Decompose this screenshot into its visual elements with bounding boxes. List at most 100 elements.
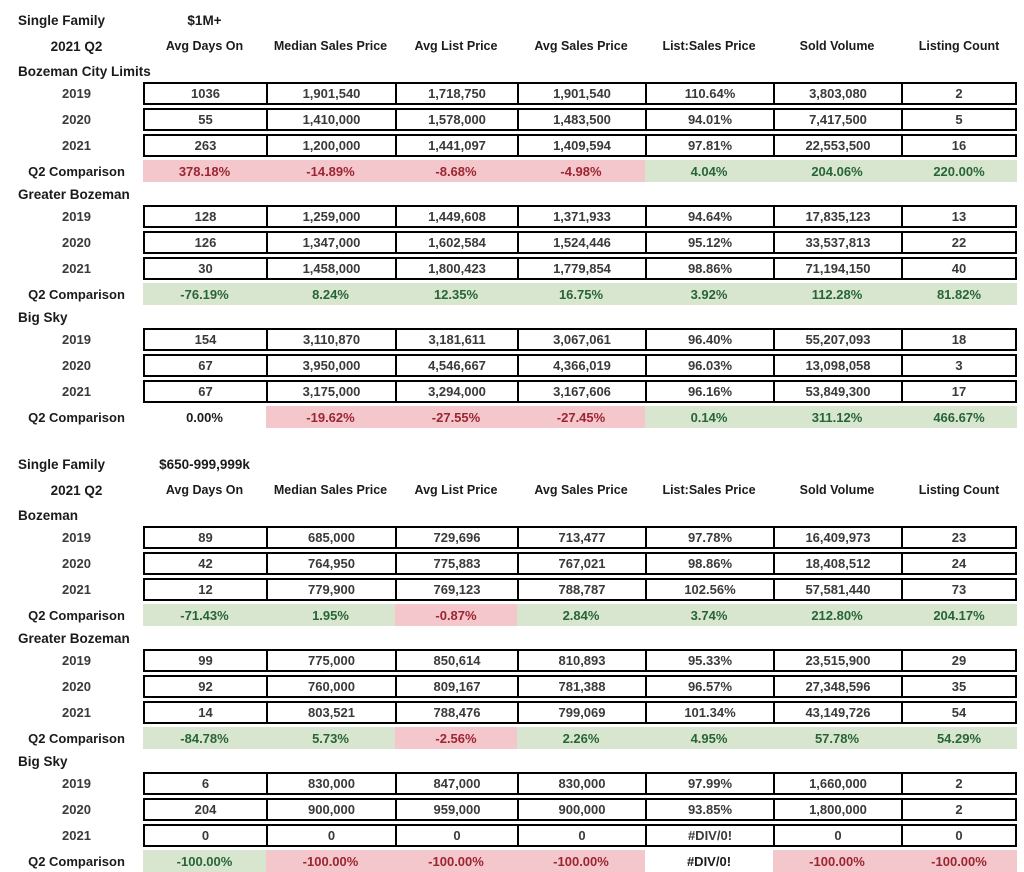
comparison-row: Q2 Comparison 378.18% -14.89% -8.68% -4.98% 4… bbox=[10, 160, 1017, 182]
value-cell: 3,175,000 bbox=[266, 380, 395, 403]
value-cell: 1,901,540 bbox=[266, 82, 395, 105]
column-header: Sold Volume bbox=[799, 483, 875, 498]
value-cell: 775,000 bbox=[266, 649, 395, 672]
comparison-row: Q2 Comparison 0.00% -19.62% -27.55% -27.45% 0… bbox=[10, 406, 1017, 428]
value-cell: 102.56% bbox=[645, 578, 773, 601]
value-cell: 847,000 bbox=[395, 772, 517, 795]
section-title: Big Sky bbox=[18, 310, 68, 325]
column-header: Listing Count bbox=[918, 39, 1000, 54]
year-row: 2020 42 764,950 775,883 767,021 98.86% 18,408,… bbox=[10, 552, 1017, 575]
comparison-label: Q2 Comparison bbox=[28, 163, 125, 179]
value-cell: 788,476 bbox=[395, 701, 517, 724]
section-title: Greater Bozeman bbox=[18, 187, 130, 202]
column-header: Listing Count bbox=[918, 483, 1000, 498]
value-cell: 809,167 bbox=[395, 675, 517, 698]
year-label: 2020 bbox=[62, 235, 91, 250]
comparison-cell: 311.12% bbox=[773, 406, 901, 428]
comparison-cell: 16.75% bbox=[517, 283, 645, 305]
value-cell: 3,110,870 bbox=[266, 328, 395, 351]
value-cell: 22,553,500 bbox=[773, 134, 901, 157]
value-cell: 204 bbox=[143, 798, 266, 821]
year-label: 2020 bbox=[62, 112, 91, 127]
value-cell: 97.78% bbox=[645, 526, 773, 549]
section-title: Bozeman City Limits bbox=[18, 64, 151, 79]
value-cell: 30 bbox=[143, 257, 266, 280]
comparison-label: Q2 Comparison bbox=[28, 286, 125, 302]
value-cell: 767,021 bbox=[517, 552, 645, 575]
column-header: Sold Volume bbox=[799, 39, 875, 54]
value-cell: 67 bbox=[143, 354, 266, 377]
value-cell: 0 bbox=[395, 824, 517, 847]
value-cell: 685,000 bbox=[266, 526, 395, 549]
value-cell: 781,388 bbox=[517, 675, 645, 698]
year-label: 2019 bbox=[62, 653, 91, 668]
year-label: 2020 bbox=[62, 679, 91, 694]
value-cell: 3,950,000 bbox=[266, 354, 395, 377]
value-cell: 17 bbox=[901, 380, 1017, 403]
value-cell: 900,000 bbox=[517, 798, 645, 821]
comparison-row: Q2 Comparison -100.00% -100.00% -100.00% -10… bbox=[10, 850, 1017, 872]
comparison-cell: -71.43% bbox=[143, 604, 266, 626]
value-cell: 1,409,594 bbox=[517, 134, 645, 157]
column-header: Avg List Price bbox=[414, 39, 498, 54]
value-cell: 799,069 bbox=[517, 701, 645, 724]
value-cell: 1,800,423 bbox=[395, 257, 517, 280]
column-header: Median Sales Price bbox=[273, 483, 388, 498]
year-row: 2021 12 779,900 769,123 788,787 102.56% 57,581… bbox=[10, 578, 1017, 601]
value-cell: 14 bbox=[143, 701, 266, 724]
value-cell: 18 bbox=[901, 328, 1017, 351]
value-cell: 1,660,000 bbox=[773, 772, 901, 795]
value-cell: 55,207,093 bbox=[773, 328, 901, 351]
value-cell: 1,524,446 bbox=[517, 231, 645, 254]
year-label: 2021 bbox=[62, 384, 91, 399]
block-header-row: Single Family $1M+ bbox=[10, 8, 1017, 33]
year-row: 2019 1036 1,901,540 1,718,750 1,901,540 110.6… bbox=[10, 82, 1017, 105]
year-row: 2021 0 0 0 0 #DIV/0! 0 0 bbox=[10, 824, 1017, 847]
value-cell: 23,515,900 bbox=[773, 649, 901, 672]
comparison-cell: -27.45% bbox=[517, 406, 645, 428]
year-row: 2021 67 3,175,000 3,294,000 3,167,606 96.16% 5… bbox=[10, 380, 1017, 403]
comparison-cell: -100.00% bbox=[395, 850, 517, 872]
value-cell: 154 bbox=[143, 328, 266, 351]
value-cell: 1,483,500 bbox=[517, 108, 645, 131]
value-cell: 830,000 bbox=[517, 772, 645, 795]
value-cell: 5 bbox=[901, 108, 1017, 131]
year-label: 2021 bbox=[62, 828, 91, 843]
value-cell: 3,803,080 bbox=[773, 82, 901, 105]
value-cell: 40 bbox=[901, 257, 1017, 280]
value-cell: 779,900 bbox=[266, 578, 395, 601]
period-label: 2021 Q2 bbox=[50, 38, 103, 54]
value-cell: 1,347,000 bbox=[266, 231, 395, 254]
value-cell: 263 bbox=[143, 134, 266, 157]
value-cell: 1,259,000 bbox=[266, 205, 395, 228]
value-cell: 3,294,000 bbox=[395, 380, 517, 403]
value-cell: 1,718,750 bbox=[395, 82, 517, 105]
value-cell: 2 bbox=[901, 82, 1017, 105]
block-header-row: Single Family $650-999,999k bbox=[10, 452, 1017, 477]
year-row: 2019 128 1,259,000 1,449,608 1,371,933 94.64%… bbox=[10, 205, 1017, 228]
comparison-label: Q2 Comparison bbox=[28, 409, 125, 425]
column-header: Avg Sales Price bbox=[534, 39, 628, 54]
year-label: 2021 bbox=[62, 261, 91, 276]
value-cell: 12 bbox=[143, 578, 266, 601]
value-cell: 4,546,667 bbox=[395, 354, 517, 377]
column-header: Median Sales Price bbox=[273, 39, 388, 54]
price-range-label: $650-999,999k bbox=[159, 456, 250, 472]
comparison-cell: 5.73% bbox=[266, 727, 395, 749]
comparison-cell: 204.06% bbox=[773, 160, 901, 182]
value-cell: 0 bbox=[901, 824, 1017, 847]
value-cell: 1,200,000 bbox=[266, 134, 395, 157]
value-cell: 830,000 bbox=[266, 772, 395, 795]
value-cell: 42 bbox=[143, 552, 266, 575]
value-cell: 775,883 bbox=[395, 552, 517, 575]
value-cell: 89 bbox=[143, 526, 266, 549]
value-cell: 17,835,123 bbox=[773, 205, 901, 228]
comparison-cell: 4.04% bbox=[645, 160, 773, 182]
column-header-row: 2021 Q2 Avg Days On Median Sales Price Avg … bbox=[10, 478, 1017, 503]
comparison-cell: 4.95% bbox=[645, 727, 773, 749]
section-title: Big Sky bbox=[18, 754, 68, 769]
comparison-label: Q2 Comparison bbox=[28, 853, 125, 869]
value-cell: 96.57% bbox=[645, 675, 773, 698]
comparison-cell: -100.00% bbox=[773, 850, 901, 872]
value-cell: 71,194,150 bbox=[773, 257, 901, 280]
